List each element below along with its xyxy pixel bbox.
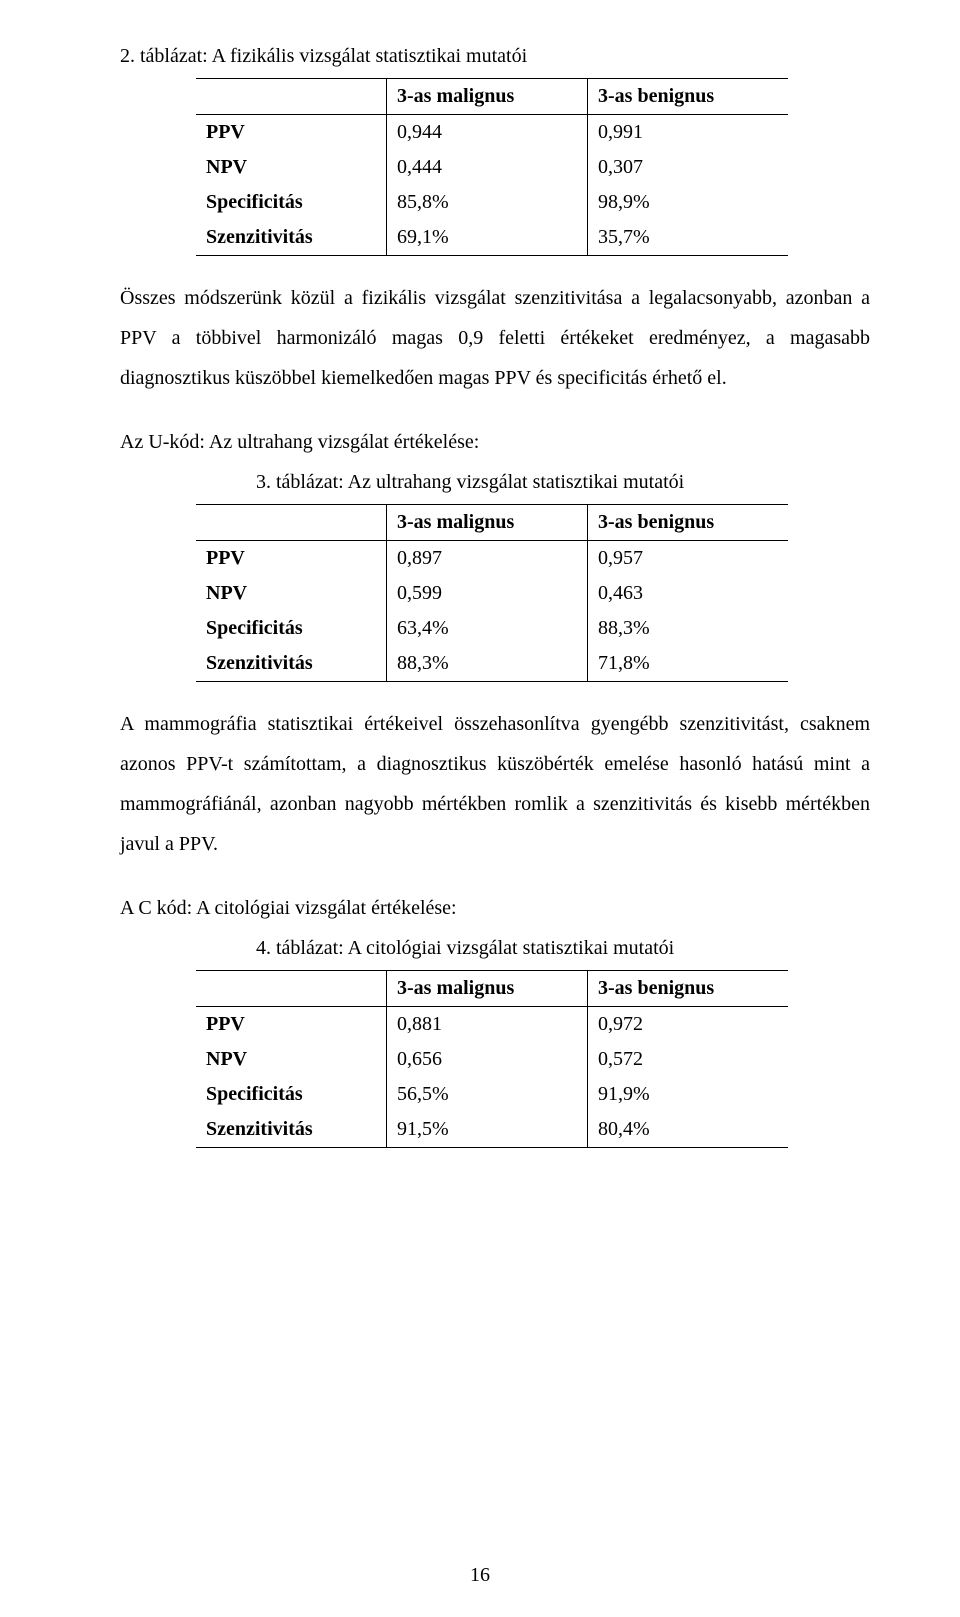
table2-row1-label: NPV: [206, 156, 247, 178]
page-number: 16: [0, 1564, 960, 1587]
table3: 3-as malignus 3-as benignus PPV 0,897 0,…: [196, 504, 788, 682]
table4-row3-benignus: 80,4%: [588, 1112, 789, 1148]
table-row: NPV 0,656 0,572: [196, 1042, 788, 1077]
table3-row1-label: NPV: [206, 582, 247, 604]
table3-row1-malignus: 0,599: [387, 576, 588, 611]
table3-row0-label: PPV: [206, 547, 245, 569]
table4-row1-benignus: 0,572: [588, 1042, 789, 1077]
table4-row0-benignus: 0,972: [588, 1007, 789, 1043]
table4-header-benignus: 3-as benignus: [588, 971, 789, 1007]
table-row: Specificitás 56,5% 91,9%: [196, 1077, 788, 1112]
table3-row2-benignus: 88,3%: [588, 611, 789, 646]
table4-row0-label: PPV: [206, 1013, 245, 1035]
table2-row1-malignus: 0,444: [387, 150, 588, 185]
table-row: Szenzitivitás 91,5% 80,4%: [196, 1112, 788, 1148]
heading-c-kod: A C kód: A citológiai vizsgálat értékelé…: [120, 888, 870, 928]
table3-row2-malignus: 63,4%: [387, 611, 588, 646]
table2-row3-benignus: 35,7%: [588, 220, 789, 256]
table2-header-benignus: 3-as benignus: [588, 79, 789, 115]
table3-header-row: 3-as malignus 3-as benignus: [196, 505, 788, 541]
table4: 3-as malignus 3-as benignus PPV 0,881 0,…: [196, 970, 788, 1148]
table2-row3-malignus: 69,1%: [387, 220, 588, 256]
table3-header-malignus: 3-as malignus: [387, 505, 588, 541]
table-row: Specificitás 63,4% 88,3%: [196, 611, 788, 646]
table4-header-blank: [196, 971, 387, 1007]
table4-row3-malignus: 91,5%: [387, 1112, 588, 1148]
table4-row3-label: Szenzitivitás: [206, 1118, 313, 1140]
table2-header-malignus: 3-as malignus: [387, 79, 588, 115]
table2-header-row: 3-as malignus 3-as benignus: [196, 79, 788, 115]
table2-row2-benignus: 98,9%: [588, 185, 789, 220]
table3-row3-label: Szenzitivitás: [206, 652, 313, 674]
table-row: NPV 0,599 0,463: [196, 576, 788, 611]
spacer: [120, 398, 870, 422]
page: 2. táblázat: A fizikális vizsgálat stati…: [0, 0, 960, 1617]
table3-row0-malignus: 0,897: [387, 541, 588, 577]
table-row: Specificitás 85,8% 98,9%: [196, 185, 788, 220]
table-row: PPV 0,881 0,972: [196, 1007, 788, 1043]
table2-row2-label: Specificitás: [206, 191, 303, 213]
table3-caption: 3. táblázat: Az ultrahang vizsgálat stat…: [120, 462, 870, 502]
table4-header-malignus: 3-as malignus: [387, 971, 588, 1007]
table2-row0-benignus: 0,991: [588, 115, 789, 151]
spacer: [120, 864, 870, 888]
table4-row0-malignus: 0,881: [387, 1007, 588, 1043]
table3-row0-benignus: 0,957: [588, 541, 789, 577]
table2-row0-malignus: 0,944: [387, 115, 588, 151]
table2-row1-benignus: 0,307: [588, 150, 789, 185]
table3-row2-label: Specificitás: [206, 617, 303, 639]
table4-row2-label: Specificitás: [206, 1083, 303, 1105]
table4-header-row: 3-as malignus 3-as benignus: [196, 971, 788, 1007]
table2-row2-malignus: 85,8%: [387, 185, 588, 220]
table4-caption: 4. táblázat: A citológiai vizsgálat stat…: [120, 928, 870, 968]
table-row: PPV 0,897 0,957: [196, 541, 788, 577]
table3-header-blank: [196, 505, 387, 541]
table4-row2-malignus: 56,5%: [387, 1077, 588, 1112]
table-row: NPV 0,444 0,307: [196, 150, 788, 185]
table3-row3-benignus: 71,8%: [588, 646, 789, 682]
table4-row2-benignus: 91,9%: [588, 1077, 789, 1112]
heading-u-kod: Az U-kód: Az ultrahang vizsgálat értékel…: [120, 422, 870, 462]
table2-row0-label: PPV: [206, 121, 245, 143]
table3-row1-benignus: 0,463: [588, 576, 789, 611]
table-row: Szenzitivitás 69,1% 35,7%: [196, 220, 788, 256]
table2-row3-label: Szenzitivitás: [206, 226, 313, 248]
table2-caption: 2. táblázat: A fizikális vizsgálat stati…: [120, 36, 870, 76]
table-row: Szenzitivitás 88,3% 71,8%: [196, 646, 788, 682]
table2-header-blank: [196, 79, 387, 115]
paragraph-mammografia: A mammográfia statisztikai értékeivel ös…: [120, 704, 870, 864]
table4-row1-label: NPV: [206, 1048, 247, 1070]
table4-row1-malignus: 0,656: [387, 1042, 588, 1077]
table3-header-benignus: 3-as benignus: [588, 505, 789, 541]
table2: 3-as malignus 3-as benignus PPV 0,944 0,…: [196, 78, 788, 256]
paragraph-fizikalis: Összes módszerünk közül a fizikális vizs…: [120, 278, 870, 398]
table3-row3-malignus: 88,3%: [387, 646, 588, 682]
table-row: PPV 0,944 0,991: [196, 115, 788, 151]
